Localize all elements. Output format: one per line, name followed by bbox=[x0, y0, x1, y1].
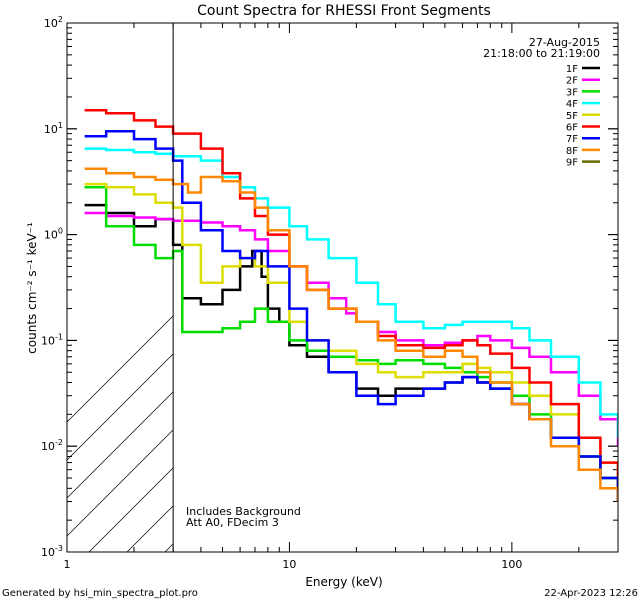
x-tick-label: 10 bbox=[282, 558, 296, 571]
generated-by: Generated by hsi_min_spectra_plot.pro bbox=[2, 588, 198, 599]
y-tick-label: 102 bbox=[44, 15, 63, 30]
y-tick-label: 101 bbox=[44, 121, 63, 136]
legend-label-9f: 9F bbox=[566, 158, 578, 169]
y-tick-label: 100 bbox=[44, 227, 63, 242]
legend-label-2f: 2F bbox=[566, 76, 578, 87]
legend-label-1f: 1F bbox=[566, 64, 578, 75]
legend-label-7f: 7F bbox=[566, 134, 578, 145]
excluded-energy-region bbox=[67, 315, 174, 552]
hatch-line bbox=[67, 391, 174, 499]
hatch-line bbox=[67, 429, 174, 537]
y-tick-labels: 10-3 10-2 10-1 100 101 102 bbox=[41, 15, 63, 559]
legend-label-6f: 6F bbox=[566, 123, 578, 134]
y-axis-label: counts cm⁻² s⁻¹ keV⁻¹ bbox=[25, 222, 39, 354]
series-line-8f bbox=[84, 167, 618, 502]
chart-title: Count Spectra for RHESSI Front Segments bbox=[197, 3, 491, 19]
x-tick-labels: 1 10 100 bbox=[64, 558, 523, 571]
y-tick-label: 10-3 bbox=[41, 544, 63, 559]
x-tick-label: 100 bbox=[501, 558, 522, 571]
time-range: 21:18:00 to 21:19:00 bbox=[483, 47, 600, 60]
footer-timestamp: 22-Apr-2023 12:26 bbox=[544, 588, 638, 599]
x-axis-label: Energy (keV) bbox=[305, 575, 382, 589]
plot-frame bbox=[66, 22, 619, 553]
legend-label-4f: 4F bbox=[566, 99, 578, 110]
legend-label-8f: 8F bbox=[566, 146, 578, 157]
legend-label-3f: 3F bbox=[566, 87, 578, 98]
series-line-5f bbox=[84, 182, 618, 478]
observation-date: 27-Aug-2015 bbox=[529, 36, 600, 49]
series-line-4f bbox=[84, 147, 618, 438]
x-tick-label: 1 bbox=[64, 558, 71, 571]
annotation-attenuator: Att A0, FDecim 3 bbox=[186, 516, 279, 529]
legend-label-5f: 5F bbox=[566, 111, 578, 122]
y-tick-label: 10-2 bbox=[41, 438, 63, 453]
data-series bbox=[84, 108, 618, 502]
annotation-background: Includes Background bbox=[186, 505, 301, 518]
y-tick-label: 10-1 bbox=[41, 332, 63, 347]
